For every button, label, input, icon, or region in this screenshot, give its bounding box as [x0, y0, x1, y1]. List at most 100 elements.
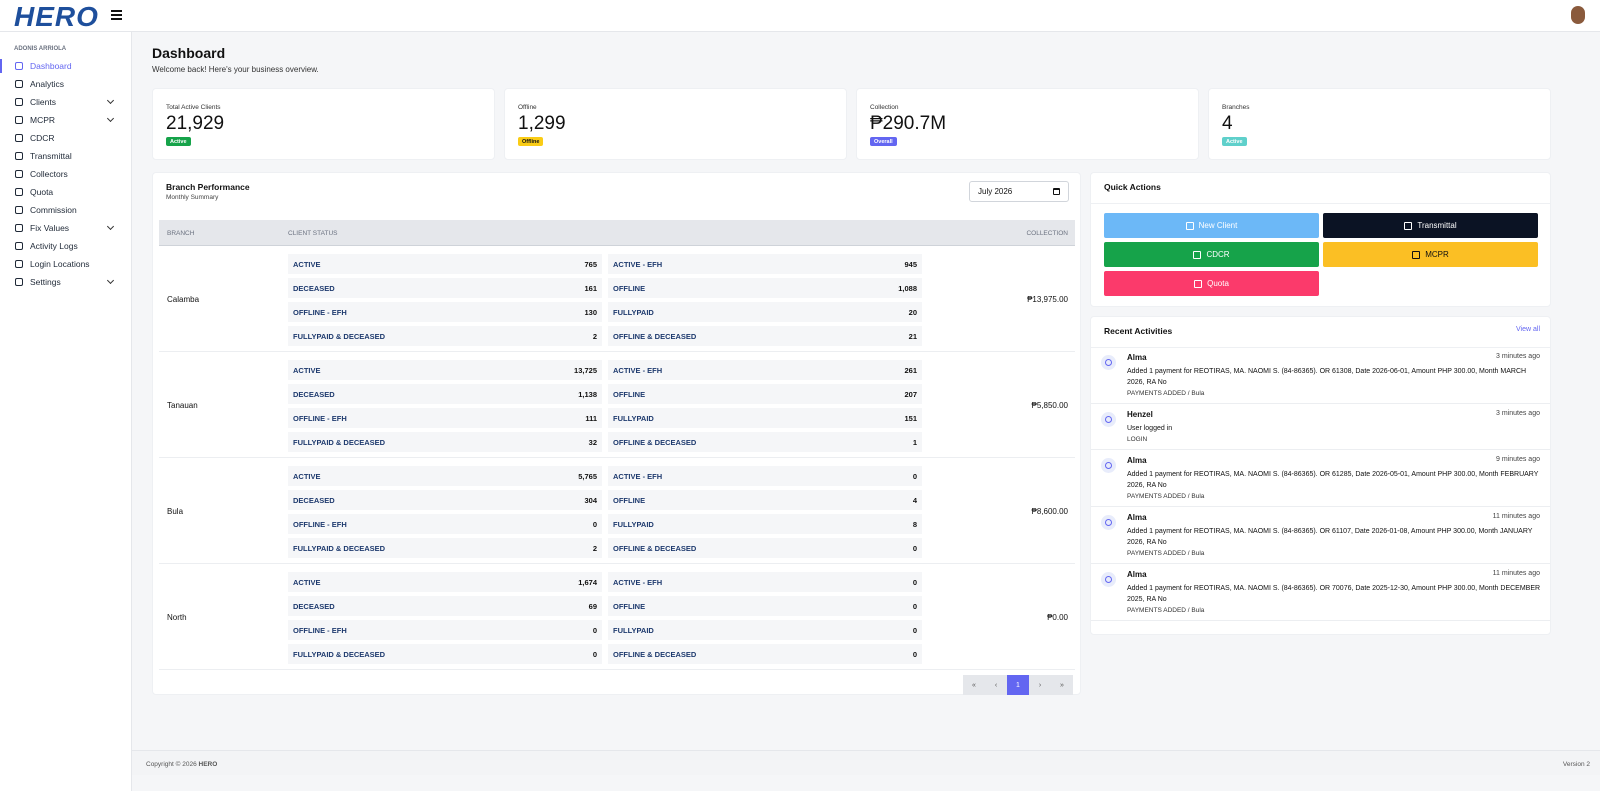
action-button[interactable]: New Client	[1104, 213, 1319, 238]
branch-row: Tanauan ACTIVE 13,725 ACTIVE - EFH 261 DECEAS…	[159, 352, 1075, 458]
expand-chevron	[106, 96, 115, 105]
expand-chevron	[106, 276, 115, 285]
month-picker[interactable]: July 2026	[969, 181, 1069, 202]
logo[interactable]: HERO	[14, 1, 99, 32]
activity-tag: PAYMENTS ADDED / Bula	[1127, 550, 1205, 557]
branch-name: North	[167, 613, 187, 622]
activity-tag: PAYMENTS ADDED / Bula	[1127, 390, 1205, 397]
stat-card: Total Active Clients 21,929 Active	[152, 88, 495, 160]
status-cell: FULLYPAID 8	[608, 514, 922, 534]
status-cell: OFFLINE - EFH 0	[288, 514, 602, 534]
action-buttons: New Client Transmittal CDCR MCPR Quota	[1104, 213, 1538, 296]
nav-label: Settings	[30, 277, 61, 287]
activity-text: Added 1 payment for REOTIRAS, MA. NAOMI …	[1127, 471, 1539, 489]
status-count: 32	[588, 437, 597, 447]
stat-label: Total Active Clients	[166, 104, 221, 111]
nav-icon	[15, 134, 23, 142]
status-cell: OFFLINE & DECEASED 0	[608, 644, 922, 664]
status-count: 8	[912, 519, 917, 529]
nav-item[interactable]: Clients	[0, 93, 131, 111]
status-count: 0	[912, 601, 917, 611]
status-cell: OFFLINE & DECEASED 21	[608, 326, 922, 346]
status-count: 304	[584, 495, 597, 505]
status-count: 13,725	[574, 365, 597, 375]
view-all-link[interactable]: View all	[1516, 326, 1540, 333]
nav-label: Analytics	[30, 79, 65, 89]
action-button[interactable]: Quota	[1104, 271, 1319, 296]
status-label: ACTIVE - EFH	[613, 577, 663, 587]
column-header: CLIENT STATUS	[288, 230, 338, 237]
status-label: OFFLINE	[613, 283, 646, 293]
nav-item[interactable]: Login Locations	[0, 255, 131, 273]
nav-icon	[15, 206, 23, 214]
nav-icon	[15, 80, 23, 88]
status-cell: OFFLINE 207	[608, 384, 922, 404]
nav-item[interactable]: Fix Values	[0, 219, 131, 237]
nav-item[interactable]: Activity Logs	[0, 237, 131, 255]
page-subtitle: Welcome back! Here's your business overv…	[152, 65, 319, 74]
nav-icon	[15, 242, 23, 250]
status-label: ACTIVE - EFH	[613, 259, 663, 269]
status-cell: OFFLINE - EFH 0	[288, 620, 602, 640]
status-cell: ACTIVE 1,674	[288, 572, 602, 592]
column-header: COLLECTION	[1026, 230, 1068, 237]
status-grid: ACTIVE 13,725 ACTIVE - EFH 261 DECEASED 1,138…	[288, 360, 923, 452]
page-button[interactable]: 1	[1007, 675, 1029, 695]
activity-user: Alma	[1127, 456, 1147, 465]
collection-amount: ₱8,600.00	[1031, 507, 1068, 516]
status-count: 130	[584, 307, 597, 317]
status-count: 21	[908, 331, 917, 341]
status-cell: FULLYPAID 151	[608, 408, 922, 428]
activity-time: 3 minutes ago	[1496, 353, 1540, 360]
status-cell: OFFLINE 4	[608, 490, 922, 510]
activity-item: Alma 11 minutes ago Added 1 payment for RE…	[1091, 507, 1550, 564]
status-label: FULLYPAID	[613, 625, 654, 635]
nav-icon	[15, 62, 23, 70]
status-cell: ACTIVE - EFH 0	[608, 572, 922, 592]
status-label: FULLYPAID	[613, 519, 654, 529]
nav-item[interactable]: Quota	[0, 183, 131, 201]
activity-time: 9 minutes ago	[1496, 456, 1540, 463]
nav-item[interactable]: CDCR	[0, 129, 131, 147]
action-button[interactable]: MCPR	[1323, 242, 1538, 267]
status-count: 1,674	[578, 577, 597, 587]
page-button[interactable]: «	[963, 675, 985, 695]
status-label: DECEASED	[293, 601, 335, 611]
page-button[interactable]: ›	[1029, 675, 1051, 695]
status-label: ACTIVE - EFH	[613, 365, 663, 375]
status-grid: ACTIVE 1,674 ACTIVE - EFH 0 DECEASED 69 OFFLIN…	[288, 572, 923, 664]
status-count: 1,088	[898, 283, 917, 293]
user-avatar[interactable]	[1571, 6, 1585, 24]
nav-item[interactable]: Dashboard	[0, 57, 131, 75]
status-count: 1	[912, 437, 917, 447]
nav-item[interactable]: Analytics	[0, 75, 131, 93]
nav-item[interactable]: MCPR	[0, 111, 131, 129]
action-button[interactable]: CDCR	[1104, 242, 1319, 267]
status-count: 161	[584, 283, 597, 293]
status-label: FULLYPAID	[613, 307, 654, 317]
action-button[interactable]: Transmittal	[1323, 213, 1538, 238]
page-button[interactable]: ‹	[985, 675, 1007, 695]
activity-text: User logged in	[1127, 425, 1173, 432]
panel-title: Recent Activities	[1104, 326, 1173, 336]
status-cell: OFFLINE - EFH 111	[288, 408, 602, 428]
nav-label: CDCR	[30, 133, 55, 143]
status-count: 69	[588, 601, 597, 611]
nav-item[interactable]: Commission	[0, 201, 131, 219]
nav-item[interactable]: Transmittal	[0, 147, 131, 165]
nav-item[interactable]: Collectors	[0, 165, 131, 183]
activity-tag: PAYMENTS ADDED / Bula	[1127, 493, 1205, 500]
branch-row: Bula ACTIVE 5,765 ACTIVE - EFH 0 DECEASED 304 O…	[159, 458, 1075, 564]
activity-user: Alma	[1127, 570, 1147, 579]
status-count: 5,765	[578, 471, 597, 481]
menu-toggle[interactable]	[111, 10, 122, 23]
nav-item[interactable]: Settings	[0, 273, 131, 291]
status-label: OFFLINE & DECEASED	[613, 437, 697, 447]
activity-time: 3 minutes ago	[1496, 410, 1540, 417]
activity-icon	[1101, 355, 1116, 370]
stat-card: Collection ₱290.7M Overall	[856, 88, 1199, 160]
page-button[interactable]: »	[1051, 675, 1073, 695]
nav-icon	[15, 260, 23, 268]
